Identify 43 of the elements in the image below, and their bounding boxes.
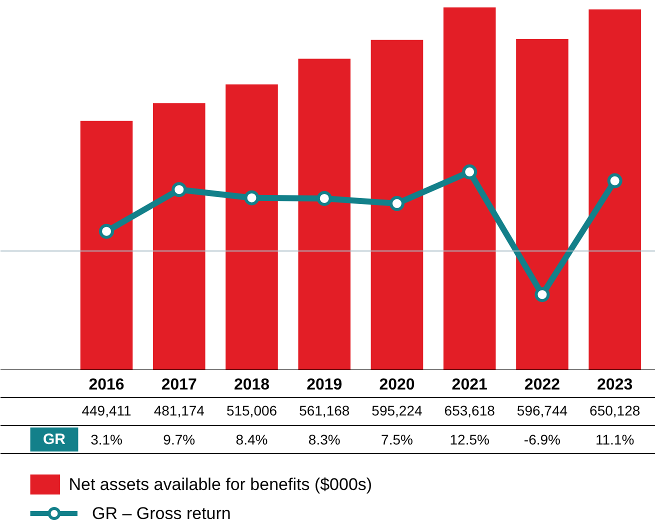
data-label: 8.4% [236,432,268,448]
bar [152,103,206,370]
data-label: 12.5% [450,432,490,448]
data-label: 7.5% [381,432,413,448]
data-label: 9.7% [163,432,196,448]
x-tick-label: 2017 [161,376,198,394]
data-label: 11.1% [596,432,634,448]
data-label: 653,618 [444,402,496,418]
point [172,182,187,198]
data-label: 596,744 [516,402,568,418]
data-label: 595,224 [372,402,423,418]
bar [516,38,568,370]
bar [588,9,641,370]
x-tick-label: 2021 [452,376,488,394]
legend-label: Net assets available for benefits ($000s) [68,475,372,494]
bar [226,84,278,370]
x-tick-label: 2016 [88,376,124,394]
bar [370,40,424,370]
point [316,190,332,206]
point [534,287,550,302]
data-label: 561,168 [299,402,350,418]
point [244,190,260,206]
point [389,196,404,212]
legend-label: GR – Gross return [92,504,231,523]
data-label: 449,411 [82,402,132,418]
text: GR [42,431,66,448]
x-tick-label: 2019 [306,376,342,394]
point [462,164,478,180]
x-tick-label: 2020 [379,376,415,394]
x-tick-label: 2023 [597,376,633,394]
data-label: -6.9% [524,432,561,448]
data-label: 650,128 [590,402,640,418]
point [607,173,622,188]
data-label: 481,174 [154,402,205,418]
x-tick-label: 2018 [234,376,270,394]
bar [298,58,351,370]
data-label: 8.3% [308,432,340,448]
bar [80,120,133,370]
data-label: 515,006 [226,402,278,418]
point [99,224,114,239]
data-label: 3.1% [90,432,122,448]
bar [443,7,496,370]
x-tick-label: 2022 [524,376,560,394]
